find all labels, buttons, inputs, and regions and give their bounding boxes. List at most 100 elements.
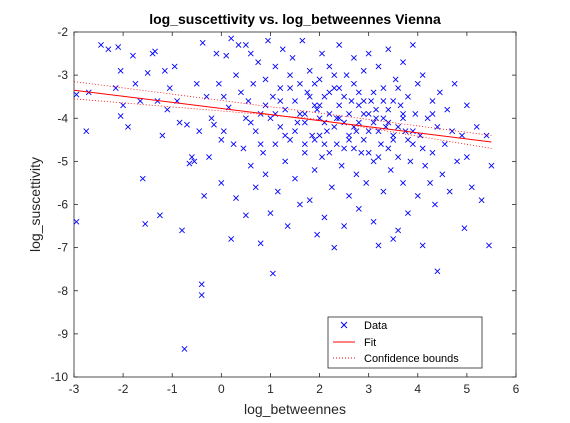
data-point [360, 98, 367, 104]
data-point [247, 119, 254, 126]
data-point [346, 136, 352, 143]
y-tick-label: -3 [57, 68, 68, 82]
data-point [363, 180, 370, 186]
x-tick-label: 1 [267, 382, 274, 396]
data-point [449, 128, 456, 135]
data-point [385, 145, 392, 152]
confidence-lower [73, 98, 492, 149]
data-point [429, 98, 436, 104]
chart-title: log_suscettivity vs. log_betweennes Vien… [149, 11, 441, 27]
data-point [301, 141, 308, 148]
data-point [277, 98, 284, 104]
data-point [422, 162, 429, 169]
data-point [326, 89, 333, 96]
data-point [407, 158, 414, 165]
data-point [206, 154, 212, 160]
data-point [262, 171, 269, 178]
data-point [287, 136, 294, 143]
axis-ticks: -3 -2 -1 0 1 2 3 4 5 6-10-9-8-7-6-5-4-3-2 [51, 25, 520, 396]
x-tick-label: 2 [316, 382, 323, 396]
data-point [235, 42, 242, 48]
y-tick-label: -2 [57, 25, 68, 39]
data-point [316, 132, 323, 139]
legend-label-confidence: Confidence bounds [364, 353, 459, 365]
data-point [199, 39, 206, 46]
data-point [358, 149, 365, 156]
data-point [188, 154, 195, 160]
data-point [346, 111, 352, 117]
data-point [125, 123, 131, 130]
data-point [228, 35, 235, 42]
data-point [262, 102, 269, 109]
data-point [439, 171, 446, 178]
data-point [336, 102, 343, 109]
data-point [316, 76, 323, 83]
data-point [220, 93, 227, 100]
data-point [400, 180, 406, 186]
data-point [287, 72, 294, 79]
data-point [486, 242, 492, 249]
data-point [392, 76, 399, 83]
data-point [196, 128, 203, 135]
data-point [385, 119, 392, 126]
y-tick-label: -7 [57, 241, 68, 255]
data-point [267, 115, 274, 122]
data-point [395, 154, 402, 160]
x-tick-label: 3 [365, 382, 372, 396]
data-point [414, 192, 421, 199]
data-point [130, 52, 136, 59]
data-point [446, 188, 453, 195]
legend-label-fit: Fit [364, 337, 376, 349]
data-point [117, 113, 124, 120]
data-point [144, 70, 151, 76]
y-tick-label: -5 [57, 154, 68, 168]
data-point [306, 67, 313, 74]
data-point [390, 236, 397, 242]
data-point [262, 76, 269, 83]
data-point [375, 128, 382, 135]
data-point [353, 171, 360, 178]
data-point [296, 111, 303, 117]
data-point [454, 158, 460, 165]
data-point [250, 80, 257, 87]
data-point [400, 115, 406, 122]
data-point [294, 119, 301, 126]
data-point [299, 37, 306, 44]
data-point [360, 111, 367, 117]
y-tick-label: -4 [57, 111, 68, 125]
data-point [218, 180, 225, 186]
data-point [282, 106, 289, 113]
data-point [211, 121, 217, 128]
data-point [304, 89, 311, 96]
data-point [405, 210, 411, 217]
data-point [434, 123, 441, 130]
data-point [255, 59, 262, 66]
data-point [321, 141, 328, 148]
legend-label-data: Data [364, 320, 388, 332]
data-point [208, 115, 215, 122]
data-point [228, 236, 235, 242]
data-point [419, 242, 426, 249]
data-point [368, 98, 375, 104]
data-point [296, 201, 303, 208]
data-point [240, 145, 247, 152]
data-point [223, 52, 230, 59]
data-point [387, 167, 394, 173]
data-point [400, 111, 406, 117]
data-point [441, 141, 448, 148]
y-tick-label: -10 [51, 370, 69, 384]
data-point [380, 98, 387, 104]
y-axis-label: log_suscettivity [27, 157, 43, 252]
data-point [395, 227, 402, 234]
data-point [373, 106, 379, 113]
data-point [112, 85, 119, 91]
data-point [319, 50, 325, 57]
data-point [267, 210, 274, 217]
data-point [311, 80, 318, 87]
data-point [355, 89, 362, 96]
data-point [198, 292, 205, 298]
x-tick-label: -2 [118, 382, 129, 396]
data-point [257, 141, 264, 148]
data-point [341, 223, 348, 229]
